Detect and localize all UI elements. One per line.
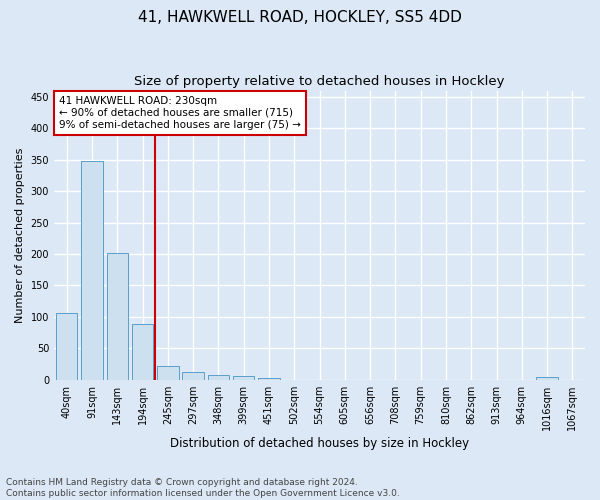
Bar [81, 161, 103, 380]
X-axis label: Distribution of detached houses by size in Hockley: Distribution of detached houses by size … [170, 437, 469, 450]
Text: 41, HAWKWELL ROAD, HOCKLEY, SS5 4DD: 41, HAWKWELL ROAD, HOCKLEY, SS5 4DD [138, 10, 462, 25]
Bar [56, 312, 77, 380]
Bar [233, 376, 254, 380]
Text: Contains HM Land Registry data © Crown copyright and database right 2024.
Contai: Contains HM Land Registry data © Crown c… [6, 478, 400, 498]
Bar [157, 366, 179, 380]
Bar [208, 375, 229, 380]
Title: Size of property relative to detached houses in Hockley: Size of property relative to detached ho… [134, 75, 505, 88]
Bar [107, 253, 128, 380]
Bar [132, 324, 153, 380]
Bar [258, 378, 280, 380]
Y-axis label: Number of detached properties: Number of detached properties [15, 148, 25, 323]
Bar [182, 372, 204, 380]
Bar [536, 378, 558, 380]
Text: 41 HAWKWELL ROAD: 230sqm
← 90% of detached houses are smaller (715)
9% of semi-d: 41 HAWKWELL ROAD: 230sqm ← 90% of detach… [59, 96, 301, 130]
